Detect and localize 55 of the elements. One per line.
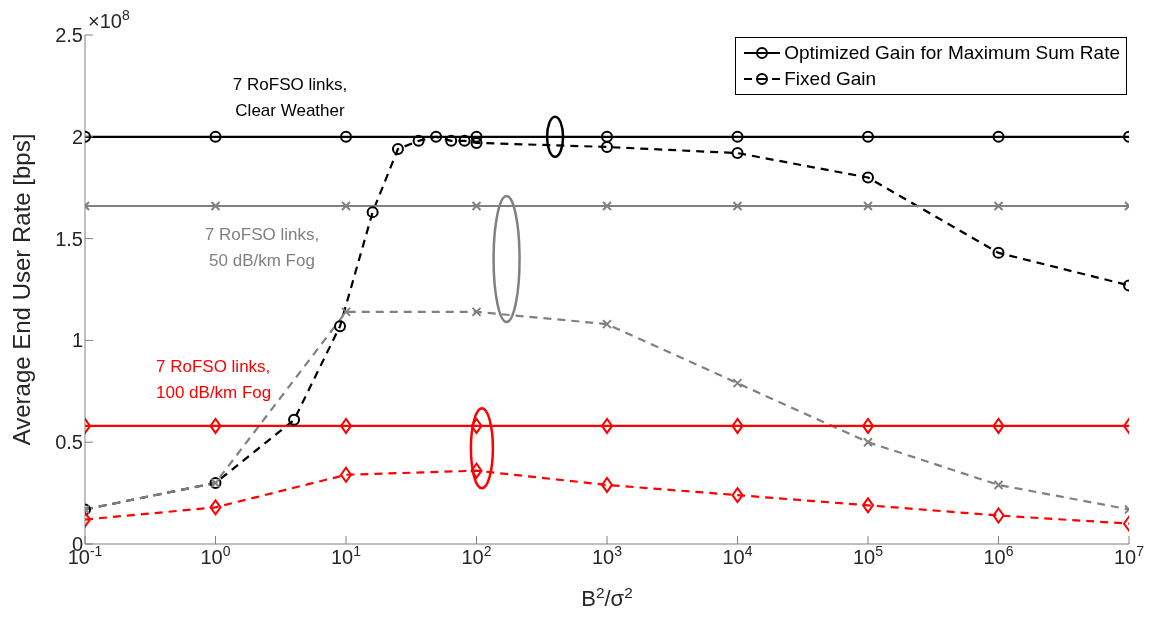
point	[862, 497, 874, 514]
point	[209, 417, 222, 434]
x-tick-label: 10$^{7}$	[1113, 543, 1145, 568]
y-tick-label: 1	[71, 329, 83, 352]
y-tick-label: 0.5	[55, 431, 83, 454]
point	[340, 130, 352, 143]
point	[341, 201, 351, 212]
point	[731, 487, 744, 504]
point	[732, 378, 743, 389]
point	[732, 201, 743, 212]
annotation: 7 RoFSO links, Clear Weather	[232, 75, 348, 120]
point	[862, 130, 874, 143]
x-tick-label: 10$^{3}$	[591, 543, 623, 568]
point	[731, 417, 744, 434]
point	[209, 130, 222, 143]
point	[470, 417, 483, 434]
point	[993, 201, 1004, 212]
point	[340, 417, 352, 434]
y-tick-label: 2	[71, 125, 83, 148]
legend-label: Optimized Gain for Maximum Sum Rate	[784, 41, 1120, 65]
point	[209, 499, 222, 516]
point	[340, 466, 352, 483]
x-tick-label: 10$^{0}$	[200, 543, 231, 568]
x-tick-label: 10$^{1}$	[330, 543, 362, 568]
point	[601, 476, 613, 493]
point	[992, 130, 1005, 143]
point	[210, 201, 221, 212]
annotation: 7 RoFSO links, 50 dB/km Fog	[204, 225, 320, 270]
point	[863, 437, 873, 448]
annotation: 7 RoFSO links, 100 dB/km Fog	[156, 357, 272, 402]
point	[471, 201, 482, 212]
point	[470, 462, 483, 479]
x-tick-label: 10$^{6}$	[983, 543, 1014, 568]
point	[602, 319, 612, 330]
point	[470, 130, 483, 143]
x-tick-label: 10$^{5}$	[852, 543, 884, 568]
point	[471, 306, 482, 317]
x-tick-label: 10$^{4}$	[722, 543, 753, 568]
y-tick-label: 1.5	[55, 227, 83, 250]
point	[341, 306, 351, 317]
point	[601, 417, 613, 434]
point	[862, 417, 874, 434]
x-axis-title: B$^{2}$/σ$^{2}$	[581, 583, 633, 611]
text: ×10$^{8}$	[88, 7, 130, 32]
x-tick-label: 10$^{2}$	[461, 543, 492, 568]
point	[992, 507, 1005, 524]
point	[602, 201, 612, 212]
point	[993, 479, 1004, 490]
point	[601, 130, 613, 143]
y-axis-title: Average End User Rate [bps]	[8, 133, 35, 446]
point	[992, 417, 1005, 434]
point	[863, 201, 873, 212]
legend-label: Fixed Gain	[784, 67, 877, 91]
point	[731, 130, 744, 143]
y-tick-label: 2.5	[55, 24, 83, 46]
